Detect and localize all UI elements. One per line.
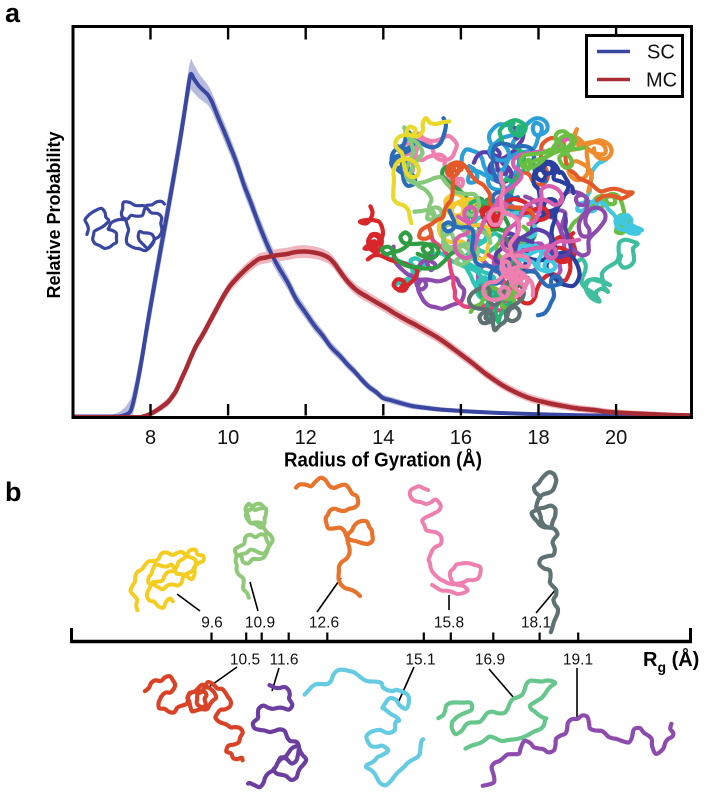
svg-text:10.5: 10.5: [230, 652, 260, 669]
svg-text:8: 8: [145, 427, 156, 449]
svg-text:10.9: 10.9: [245, 615, 275, 632]
svg-text:18: 18: [527, 427, 549, 449]
svg-text:16: 16: [450, 427, 472, 449]
svg-text:MC: MC: [646, 70, 677, 92]
svg-text:Radius of Gyration (Å): Radius of Gyration (Å): [284, 448, 482, 472]
svg-text:9.6: 9.6: [201, 615, 223, 632]
svg-text:18.1: 18.1: [521, 615, 551, 632]
svg-text:12.6: 12.6: [309, 615, 339, 632]
svg-text:16.9: 16.9: [475, 652, 505, 669]
svg-text:15.1: 15.1: [405, 652, 435, 669]
svg-text:b: b: [5, 477, 22, 507]
svg-text:a: a: [5, 0, 21, 28]
svg-text:12: 12: [295, 427, 317, 449]
svg-text:10: 10: [217, 427, 239, 449]
svg-text:19.1: 19.1: [563, 652, 593, 669]
svg-text:SC: SC: [647, 42, 675, 64]
svg-text:14: 14: [372, 427, 394, 449]
svg-text:20: 20: [605, 427, 627, 449]
svg-text:15.8: 15.8: [434, 615, 464, 632]
svg-text:11.6: 11.6: [269, 652, 298, 669]
svg-text:Relative Probability: Relative Probability: [44, 131, 64, 298]
svg-text:Rg (Å): Rg (Å): [643, 647, 699, 675]
